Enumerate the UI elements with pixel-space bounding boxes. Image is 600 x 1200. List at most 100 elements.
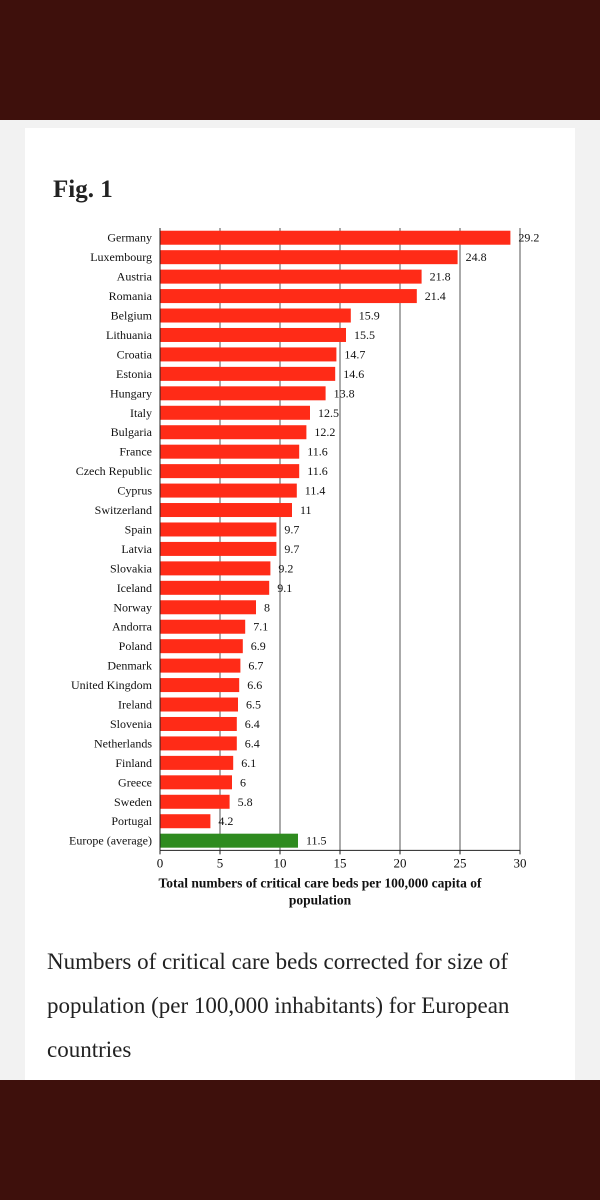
bar (160, 600, 256, 615)
value-label: 9.1 (277, 581, 292, 595)
article-area: Fig. 1 Germany 29.2 Luxembourg 24.8 Austria 2… (0, 120, 600, 1080)
bar (160, 833, 298, 848)
value-label: 4.2 (218, 814, 233, 828)
category-label: Netherlands (94, 736, 152, 750)
figure-label: Fig. 1 (53, 176, 113, 203)
value-label: 11 (300, 503, 312, 517)
value-label: 6 (240, 775, 246, 789)
category-label: Bulgaria (111, 425, 153, 439)
x-axis-title: population (289, 892, 352, 907)
value-label: 7.1 (253, 620, 268, 634)
bar-chart: Germany 29.2 Luxembourg 24.8 Austria 21.8 Roma… (69, 228, 539, 907)
bar (160, 464, 300, 479)
value-label: 15.5 (354, 328, 375, 342)
category-label: Ireland (118, 698, 152, 712)
value-label: 11.5 (306, 834, 327, 848)
bar (160, 561, 271, 576)
value-label: 6.5 (246, 698, 261, 712)
figure-caption: Numbers of critical care beds corrected … (47, 949, 510, 1062)
category-label: Slovakia (110, 561, 153, 575)
x-tick-label: 30 (514, 855, 527, 870)
bar (160, 366, 336, 381)
bar (160, 289, 417, 304)
bar (160, 327, 346, 342)
category-label: Switzerland (95, 503, 152, 517)
bar (160, 308, 351, 323)
bar (160, 775, 232, 790)
category-label: Denmark (107, 659, 152, 673)
value-label: 11.6 (307, 445, 328, 459)
value-label: 24.8 (466, 250, 487, 264)
value-label: 29.2 (518, 231, 539, 245)
value-label: 12.5 (318, 406, 339, 420)
value-label: 9.2 (278, 561, 293, 575)
value-label: 14.7 (344, 347, 365, 361)
category-label: Cyprus (117, 484, 152, 498)
value-label: 14.6 (343, 367, 364, 381)
category-label: Andorra (112, 620, 153, 634)
bar (160, 639, 243, 654)
category-label: Belgium (111, 309, 153, 323)
x-tick-label: 15 (334, 855, 347, 870)
bar (160, 347, 337, 362)
category-label: Sweden (114, 795, 152, 809)
category-label: Lithuania (106, 328, 153, 342)
figure-card: Fig. 1 Germany 29.2 Luxembourg 24.8 Austria 2… (25, 128, 575, 1080)
bar (160, 794, 230, 809)
bar (160, 736, 237, 751)
bar (160, 678, 240, 693)
bar (160, 697, 238, 712)
bar (160, 386, 326, 401)
x-tick-label: 5 (217, 855, 224, 870)
value-label: 6.4 (245, 736, 260, 750)
bar (160, 425, 307, 440)
bar (160, 230, 511, 245)
category-label: Romania (109, 289, 153, 303)
value-label: 9.7 (284, 542, 299, 556)
value-label: 6.7 (248, 659, 263, 673)
value-label: 12.2 (314, 425, 335, 439)
category-label: Latvia (121, 542, 152, 556)
bar (160, 716, 237, 731)
x-axis-title: Total numbers of critical care beds per … (159, 875, 482, 890)
bar (160, 619, 246, 634)
value-label: 13.8 (334, 386, 355, 400)
top-band (0, 0, 600, 120)
value-label: 6.4 (245, 717, 260, 731)
category-label: United Kingdom (71, 678, 153, 692)
category-label: Czech Republic (76, 464, 152, 478)
value-label: 11.6 (307, 464, 328, 478)
category-label: Slovenia (110, 717, 153, 731)
category-label: France (119, 445, 152, 459)
value-label: 6.1 (241, 756, 256, 770)
bar (160, 522, 277, 537)
category-label: Iceland (117, 581, 152, 595)
bar (160, 503, 292, 518)
category-label: Greece (118, 775, 152, 789)
category-label: Luxembourg (90, 250, 152, 264)
category-label: Austria (117, 270, 153, 284)
value-label: 21.4 (425, 289, 446, 303)
bottom-band (0, 1080, 600, 1200)
bar (160, 541, 277, 556)
x-tick-label: 20 (394, 855, 407, 870)
category-label: Norway (113, 600, 152, 614)
x-tick-label: 25 (454, 855, 467, 870)
value-label: 21.8 (430, 270, 451, 284)
bar (160, 483, 297, 498)
value-label: 11.4 (305, 484, 326, 498)
value-label: 6.9 (251, 639, 266, 653)
category-label: Italy (130, 406, 152, 420)
category-label: Hungary (110, 386, 152, 400)
category-label: Portugal (111, 814, 152, 828)
bar (160, 755, 234, 770)
category-label: Croatia (117, 347, 153, 361)
category-label: Estonia (116, 367, 153, 381)
x-tick-label: 0 (157, 855, 164, 870)
value-label: 5.8 (238, 795, 253, 809)
category-label: Germany (107, 231, 152, 245)
bar (160, 658, 241, 673)
bar (160, 580, 270, 595)
bar (160, 405, 310, 420)
bar (160, 444, 300, 459)
